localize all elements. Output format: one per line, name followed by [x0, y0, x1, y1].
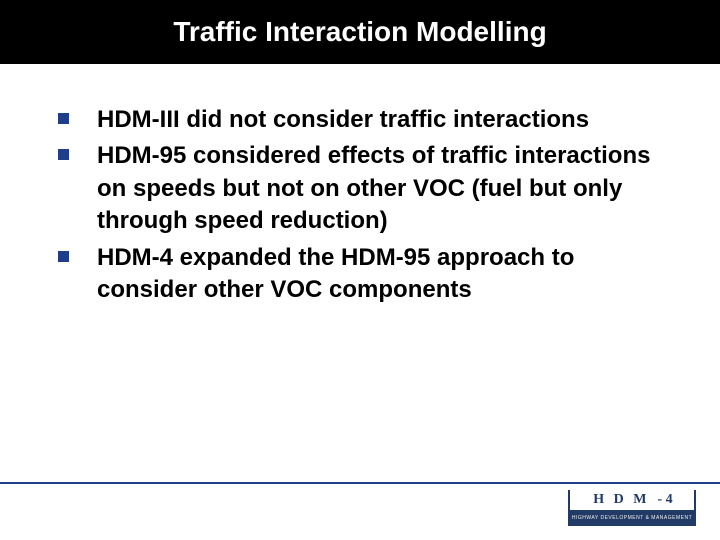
slide-title: Traffic Interaction Modelling [173, 16, 546, 48]
footer-divider [0, 482, 720, 484]
title-bar: Traffic Interaction Modelling [0, 0, 720, 64]
bullet-item: HDM-95 considered effects of traffic int… [50, 140, 670, 237]
square-bullet-icon [58, 251, 69, 262]
content-area: HDM-III did not consider traffic interac… [0, 64, 720, 306]
logo-main-text: H D M [593, 492, 649, 508]
bullet-text: HDM-III did not consider traffic interac… [97, 104, 589, 136]
bullet-text: HDM-95 considered effects of traffic int… [97, 140, 670, 237]
logo-subtitle: HIGHWAY DEVELOPMENT & MANAGEMENT [570, 510, 694, 526]
bullet-item: HDM-III did not consider traffic interac… [50, 104, 670, 136]
bullet-text: HDM-4 expanded the HDM-95 approach to co… [97, 242, 670, 307]
square-bullet-icon [58, 113, 69, 124]
square-bullet-icon [58, 149, 69, 160]
logo-letters: H D M - 4 [570, 490, 694, 510]
bullet-item: HDM-4 expanded the HDM-95 approach to co… [50, 242, 670, 307]
hdm4-logo: H D M - 4 HIGHWAY DEVELOPMENT & MANAGEME… [568, 490, 696, 526]
logo-suffix: - 4 [658, 492, 673, 508]
